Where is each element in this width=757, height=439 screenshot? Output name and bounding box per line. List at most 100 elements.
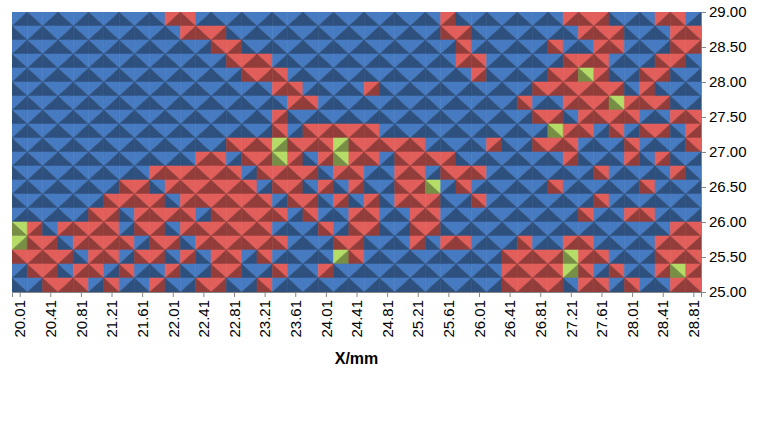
cell <box>257 110 272 124</box>
cell <box>517 82 532 96</box>
x-tick-label: 24.41 <box>348 300 365 338</box>
cell <box>211 166 226 180</box>
cell <box>517 26 532 40</box>
cell <box>533 138 548 152</box>
cell <box>563 236 578 250</box>
cell <box>640 26 655 40</box>
cell <box>73 278 88 292</box>
cell <box>119 152 134 166</box>
cell <box>334 278 349 292</box>
cell <box>456 12 471 26</box>
cell <box>487 12 502 26</box>
cell <box>686 264 701 278</box>
cell <box>257 68 272 82</box>
cell <box>242 82 257 96</box>
cell <box>288 124 303 138</box>
cell <box>441 26 456 40</box>
cell <box>303 180 318 194</box>
chart: 20.0120.4120.8121.2121.6122.0122.4122.81… <box>0 0 757 439</box>
cell <box>73 26 88 40</box>
cell <box>502 110 517 124</box>
cell <box>43 138 58 152</box>
cell <box>425 26 440 40</box>
cell <box>502 26 517 40</box>
cell <box>456 82 471 96</box>
cell <box>89 278 104 292</box>
cell <box>89 68 104 82</box>
cell <box>563 250 578 264</box>
cell <box>180 278 195 292</box>
cell <box>288 124 303 138</box>
cell <box>272 208 287 222</box>
cell <box>272 152 287 166</box>
cell <box>379 166 394 180</box>
cell <box>579 110 594 124</box>
cell <box>533 54 548 68</box>
cell <box>318 82 333 96</box>
cell <box>548 40 563 54</box>
cell <box>640 96 655 110</box>
cell <box>119 264 134 278</box>
cell <box>379 124 394 138</box>
cell <box>487 166 502 180</box>
cell <box>43 40 58 54</box>
cell <box>58 208 73 222</box>
cell <box>104 54 119 68</box>
cell <box>471 166 486 180</box>
cell <box>104 180 119 194</box>
cell <box>27 250 42 264</box>
cell <box>379 264 394 278</box>
cell <box>150 278 165 292</box>
cell <box>425 208 440 222</box>
cell <box>27 12 42 26</box>
cell <box>395 110 410 124</box>
cell <box>686 26 701 40</box>
cell <box>318 12 333 26</box>
cell <box>12 124 27 138</box>
cell <box>104 12 119 26</box>
cell <box>334 152 349 166</box>
cell <box>303 12 318 26</box>
cell <box>272 82 287 96</box>
cell <box>318 82 333 96</box>
cell <box>364 208 379 222</box>
cell <box>425 82 440 96</box>
cell <box>640 54 655 68</box>
cell <box>349 138 364 152</box>
cell <box>211 82 226 96</box>
x-tick: 28.01 <box>624 292 641 338</box>
cell <box>104 82 119 96</box>
cell <box>609 96 624 110</box>
cell <box>104 194 119 208</box>
cell <box>379 152 394 166</box>
cell <box>471 180 486 194</box>
cell <box>655 54 670 68</box>
cell <box>670 208 685 222</box>
cell <box>395 68 410 82</box>
cell <box>471 96 486 110</box>
cell <box>594 152 609 166</box>
cell <box>257 250 272 264</box>
cell <box>349 54 364 68</box>
cell <box>27 264 42 278</box>
cell <box>502 124 517 138</box>
cell <box>119 278 134 292</box>
x-tick-mark <box>265 292 266 297</box>
cell <box>89 124 104 138</box>
cell <box>150 68 165 82</box>
cell <box>609 194 624 208</box>
cell <box>425 180 440 194</box>
cell <box>579 124 594 138</box>
cell <box>242 222 257 236</box>
cell <box>89 54 104 68</box>
y-tick: 26.50 <box>701 178 747 195</box>
cell <box>242 194 257 208</box>
cell <box>579 68 594 82</box>
cell <box>686 82 701 96</box>
cell <box>655 236 670 250</box>
x-tick: 21.61 <box>134 292 151 338</box>
cell <box>288 194 303 208</box>
x-tick: 23.61 <box>287 292 304 338</box>
cell <box>670 278 685 292</box>
cell <box>686 194 701 208</box>
